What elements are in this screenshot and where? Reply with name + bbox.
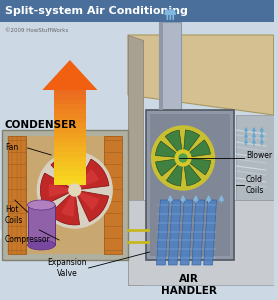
Bar [54, 114, 86, 118]
Bar [8, 136, 26, 254]
Bar [54, 104, 86, 109]
Circle shape [69, 184, 81, 196]
Wedge shape [40, 173, 75, 205]
Wedge shape [165, 130, 183, 158]
Bar [159, 22, 181, 110]
Text: Fan: Fan [5, 143, 18, 152]
Bar [8, 136, 122, 254]
Wedge shape [183, 130, 200, 158]
Bar [28, 205, 55, 245]
Bar [54, 123, 86, 128]
Bar [104, 136, 122, 254]
Bar [54, 90, 86, 95]
Text: Blower: Blower [246, 151, 272, 160]
Polygon shape [236, 115, 274, 200]
Polygon shape [204, 200, 217, 265]
Bar [54, 157, 86, 161]
Bar [150, 114, 230, 256]
Bar [54, 176, 86, 180]
Wedge shape [183, 158, 211, 175]
Bar [146, 110, 234, 260]
Polygon shape [157, 200, 169, 265]
Polygon shape [180, 200, 193, 265]
Wedge shape [156, 158, 183, 176]
Wedge shape [60, 164, 75, 190]
Text: Expansion
Valve: Expansion Valve [47, 258, 87, 278]
Bar [54, 137, 86, 142]
Bar [54, 109, 86, 114]
Circle shape [179, 154, 187, 162]
Bar [54, 133, 86, 137]
Wedge shape [75, 159, 109, 190]
Wedge shape [61, 190, 75, 217]
Text: Hot
Coils: Hot Coils [5, 205, 23, 225]
Bar [54, 95, 86, 100]
Text: CONDENSER: CONDENSER [5, 120, 77, 130]
Wedge shape [75, 169, 99, 190]
Bar [2, 130, 128, 260]
Text: ©2009 HowStuffWorks: ©2009 HowStuffWorks [5, 28, 68, 32]
Bar [54, 147, 86, 152]
Polygon shape [128, 200, 274, 285]
Wedge shape [75, 190, 109, 222]
Wedge shape [50, 190, 80, 225]
Polygon shape [128, 35, 274, 115]
Bar [54, 161, 86, 166]
Wedge shape [75, 190, 100, 210]
Text: Split-system Air Conditioning: Split-system Air Conditioning [5, 6, 188, 16]
Wedge shape [155, 141, 183, 158]
Bar [54, 128, 86, 133]
Text: AIR
HANDLER: AIR HANDLER [161, 274, 217, 296]
Text: Cold
Coils: Cold Coils [246, 175, 264, 195]
Wedge shape [166, 158, 183, 186]
Bar [54, 118, 86, 123]
Bar [0, 0, 274, 22]
Polygon shape [192, 200, 205, 265]
Bar [159, 22, 163, 110]
Polygon shape [42, 60, 97, 90]
Bar [54, 152, 86, 157]
Ellipse shape [28, 200, 55, 210]
Circle shape [152, 126, 215, 190]
Bar [54, 100, 86, 104]
Wedge shape [183, 158, 201, 186]
Ellipse shape [28, 240, 55, 250]
Bar [54, 166, 86, 171]
Polygon shape [168, 200, 181, 265]
Text: Compressor: Compressor [5, 236, 51, 244]
Bar [54, 142, 86, 147]
Wedge shape [49, 184, 75, 197]
Circle shape [38, 152, 112, 228]
Wedge shape [51, 155, 81, 190]
Polygon shape [128, 35, 143, 285]
Circle shape [175, 150, 191, 166]
Wedge shape [183, 140, 210, 158]
Bar [54, 180, 86, 185]
Bar [54, 171, 86, 176]
